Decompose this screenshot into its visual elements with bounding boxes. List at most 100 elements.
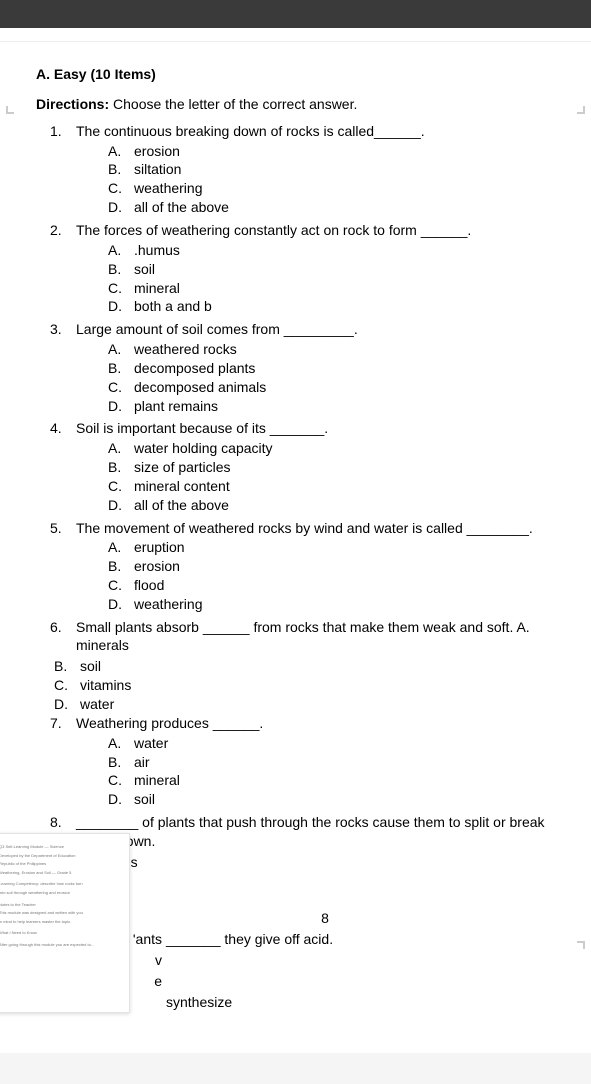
option-a-continuation: minerals [50, 637, 567, 653]
option-letter: C. [108, 179, 124, 198]
option-text: all of the above [134, 198, 229, 217]
option-text: weathering [134, 595, 203, 614]
thumbnail-line: Republic of the Philippines [0, 861, 121, 867]
option-letter: C. [108, 771, 124, 790]
option-text: plant remains [134, 397, 218, 416]
question-item: 6. Small plants absorb ______ from rocks … [50, 618, 567, 654]
option-letter: B. [54, 657, 70, 676]
option-text: weathering [134, 179, 203, 198]
question-text: The movement of weathered rocks by wind … [76, 519, 533, 539]
option-text: soil [80, 657, 101, 676]
page-number: 8 [121, 909, 329, 929]
directions-label: Directions: [36, 96, 109, 112]
option-text: size of particles [134, 458, 230, 477]
option-list: A. erosion B. siltation C. weathering D. all… [50, 142, 567, 218]
question-item: 3.Large amount of soil comes from ______… [50, 320, 567, 415]
option-letter: A. [108, 538, 124, 557]
option-letter: A. [108, 734, 124, 753]
option-text: mineral [134, 771, 180, 790]
option-text: siltation [134, 160, 181, 179]
question-item: 2. The forces of weathering constantly ac… [50, 221, 567, 316]
option-text: decomposed animals [134, 378, 266, 397]
option-letter: B. [108, 557, 124, 576]
option-text: air [134, 753, 150, 772]
option-list: B. soil C. vitamins D. water [36, 657, 567, 714]
question-item: 5.The movement of weathered rocks by win… [50, 519, 567, 614]
option-item: A. erosion [108, 142, 567, 161]
question-text: Weathering produces ______. [76, 714, 263, 734]
directions-line: Directions: Choose the letter of the cor… [36, 96, 567, 112]
option-text: vitamins [80, 676, 131, 695]
option-text: water [80, 695, 114, 714]
option-letter: C. [108, 378, 124, 397]
question-list: 1. The continuous breaking down of rocks … [36, 122, 567, 653]
question-number: 1. [50, 122, 68, 142]
option-letter: C. [54, 676, 70, 695]
thumbnail-line: in mind to help learners master the topi… [0, 919, 121, 925]
option-letter: A. [108, 142, 124, 161]
question-item: 4. Soil is important because of its _____… [50, 419, 567, 514]
margin-corner-icon [573, 941, 585, 953]
question-text: Large amount of soil comes from ________… [76, 320, 358, 340]
thumbnail-line: Developed by the Department of Education [0, 853, 121, 859]
app-topbar [0, 0, 591, 28]
thumbnail-line: This module was designed and written wit… [0, 910, 121, 916]
option-letter: D. [108, 397, 124, 416]
page-thumbnail-popup[interactable]: Q3 Self-Learning Module — Science Develo… [0, 833, 130, 1013]
question-item: 1. The continuous breaking down of rocks … [50, 122, 567, 217]
option-letter: D. [108, 595, 124, 614]
option-text: both a and b [134, 297, 212, 316]
thumbnail-line: What I Need to Know [0, 930, 121, 936]
option-text: erosion [134, 557, 180, 576]
option-text: eruption [134, 538, 185, 557]
option-text: all of the above [134, 496, 229, 515]
option-text: water [134, 734, 168, 753]
question-text: The continuous breaking down of rocks is… [76, 122, 425, 142]
option-text: water holding capacity [134, 439, 273, 458]
option-letter: D. [108, 297, 124, 316]
question-text: Soil is important because of its _______… [76, 419, 328, 439]
option-letter: B. [108, 160, 124, 179]
question-number: 6. [50, 618, 68, 638]
directions-text: Choose the letter of the correct answer. [109, 96, 357, 112]
option-letter: D. [54, 695, 70, 714]
option-letter: A. [108, 340, 124, 359]
option-text: mineral [134, 279, 180, 298]
margin-corner-icon [6, 102, 18, 114]
option-letter: B. [108, 260, 124, 279]
question-number: 8. [50, 813, 68, 833]
question-item: 7.Weathering produces ______. A.water B.… [50, 714, 567, 809]
option-item: C. weathering [108, 179, 567, 198]
thumbnail-line: Learning Competency: describe how rocks … [0, 881, 121, 887]
option-item: D. all of the above [108, 198, 567, 217]
option-letter: D. [108, 496, 124, 515]
question-text: The forces of weathering constantly act … [76, 221, 471, 241]
question-number: 4. [50, 419, 68, 439]
option-letter: B. [108, 458, 124, 477]
option-letter: B. [108, 359, 124, 378]
question-text: ________ of plants that push through the… [76, 813, 545, 833]
option-text: soil [134, 790, 155, 809]
option-text: erosion [134, 142, 180, 161]
question-number: 2. [50, 221, 68, 241]
option-letter: B. [108, 753, 124, 772]
thumbnail-line: Weathering, Erosion and Soil — Grade 5 [0, 870, 121, 876]
fragment-text: synthesize [166, 992, 232, 1013]
option-letter: D. [108, 790, 124, 809]
option-text: .humus [134, 241, 180, 260]
thumbnail-line: After going through this module you are … [0, 942, 121, 948]
thumbnail-line: Q3 Self-Learning Module — Science [0, 844, 121, 850]
ruler-gap [0, 28, 591, 42]
option-letter: A. [108, 241, 124, 260]
question-text: Small plants absorb ______ from rocks th… [76, 618, 530, 638]
option-item: B. siltation [108, 160, 567, 179]
option-text: weathered rocks [134, 340, 237, 359]
option-letter: C. [108, 279, 124, 298]
fragment-text: _______ they give off acid. [166, 929, 333, 950]
thumbnail-line: into soil through weathering and erosion [0, 890, 121, 896]
option-letter: C. [108, 477, 124, 496]
document-page: A. Easy (10 Items) Directions: Choose th… [0, 42, 591, 1053]
option-letter: A. [108, 439, 124, 458]
option-text: flood [134, 576, 164, 595]
option-letter: D. [108, 198, 124, 217]
